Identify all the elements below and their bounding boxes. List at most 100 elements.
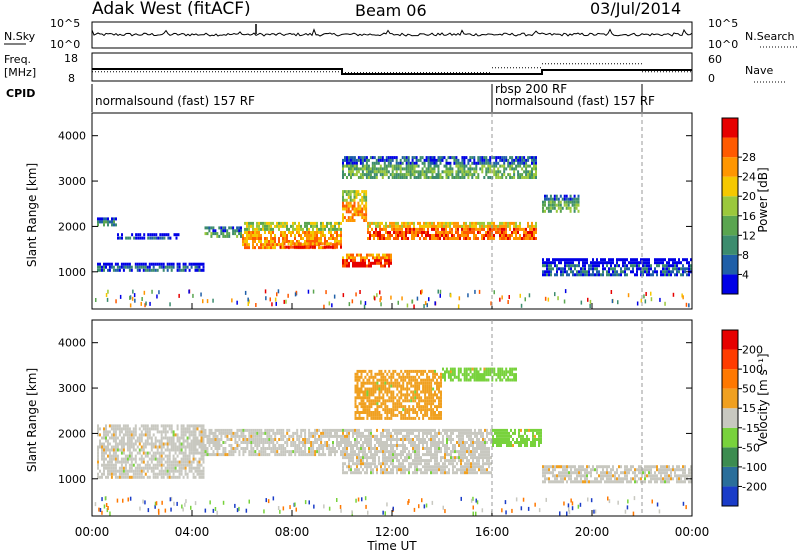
echo-cell (414, 450, 416, 454)
echo-cell (192, 454, 195, 458)
echo-cell (556, 264, 558, 268)
echo-cell (380, 375, 383, 379)
echo-cell (361, 198, 364, 202)
echo-cell (626, 267, 628, 271)
echo-cell (475, 221, 477, 225)
echo-cell (481, 161, 484, 165)
echo-cell (424, 462, 426, 466)
echo-cell (268, 434, 271, 438)
echo-cell (582, 273, 584, 277)
echo-cell (572, 261, 574, 265)
echo-cell (262, 246, 264, 250)
echo-cell (384, 416, 387, 420)
echo-cell (398, 399, 401, 403)
echo-cell (216, 450, 219, 454)
echo-cell (218, 444, 221, 447)
echo-cell (150, 469, 153, 473)
echo-cell (101, 220, 103, 224)
echo-cell (521, 158, 524, 162)
echo-cell (377, 231, 379, 234)
echo-cell (547, 203, 550, 207)
echo-cell (439, 224, 441, 228)
echo-cell (260, 240, 262, 243)
echo-cell (473, 224, 475, 228)
echo-cell (380, 372, 383, 376)
echo-cell (468, 459, 470, 463)
echo-cell (565, 203, 568, 207)
echo-cell (513, 224, 515, 228)
echo-cell (452, 462, 454, 466)
echo-cell (248, 224, 250, 228)
echo-cell (214, 441, 217, 444)
echo-cell (389, 221, 391, 225)
echo-cell (252, 224, 254, 228)
echo-cell (146, 469, 149, 473)
echo-cell (428, 465, 430, 469)
colorbar-tick-label: 20 (742, 190, 756, 203)
echo-cell (196, 268, 199, 272)
echo-cell (310, 431, 313, 435)
echo-cell (374, 459, 376, 463)
echo-cell (200, 463, 203, 467)
echo-cell (422, 444, 424, 447)
echo-cell (676, 273, 678, 277)
echo-cell (224, 226, 227, 230)
echo-cell (551, 203, 554, 207)
echo-cell (467, 158, 470, 162)
echo-cell (274, 234, 276, 237)
echo-cell (368, 413, 371, 417)
echo-cell (374, 434, 376, 438)
echo-cell (351, 213, 354, 217)
echo-cell (178, 268, 181, 272)
echo-cell (342, 167, 344, 171)
echo-cell (246, 240, 248, 243)
echo-cell (152, 454, 155, 458)
echo-cell (252, 447, 255, 450)
echo-cell (312, 240, 314, 243)
echo-speckle (133, 293, 136, 298)
echo-cell (624, 258, 626, 262)
echo-cell (465, 156, 468, 160)
echo-cell (465, 224, 467, 228)
echo-cell (292, 224, 294, 228)
echo-cell (382, 456, 384, 460)
echo-cell (361, 158, 364, 162)
echo-cell (366, 264, 368, 268)
echo-cell (461, 158, 464, 162)
echo-cell (503, 237, 505, 240)
echo-cell (396, 431, 398, 435)
echo-cell (442, 456, 444, 460)
echo-cell (103, 472, 105, 476)
echo-cell (690, 264, 692, 268)
echo-cell (614, 270, 616, 274)
echo-cell (519, 164, 522, 168)
noise-right-label: N.Search (745, 30, 795, 43)
echo-cell (527, 231, 529, 234)
echo-cell (474, 447, 476, 450)
echo-cell (242, 243, 244, 247)
echo-cell (196, 436, 199, 440)
echo-cell (340, 243, 342, 247)
echo-cell (132, 436, 135, 440)
echo-cell (414, 399, 417, 403)
echo-cell (316, 441, 319, 444)
echo-cell (364, 471, 366, 475)
echo-cell (304, 434, 307, 438)
echo-cell (375, 167, 378, 171)
echo-cell (656, 270, 658, 274)
echo-cell (550, 267, 552, 271)
echo-cell (517, 176, 520, 179)
echo-cell (353, 167, 356, 171)
echo-cell (638, 261, 640, 265)
echo-cell (425, 176, 428, 179)
echo-cell (114, 445, 117, 449)
echo-cell (280, 438, 283, 441)
colorbar-tick-label: 28 (742, 151, 756, 164)
echo-cell (408, 413, 411, 417)
echo-cell (97, 265, 99, 269)
echo-cell (366, 408, 369, 412)
echo-cell (375, 221, 377, 225)
echo-cell (160, 454, 163, 458)
echo-cell (364, 434, 366, 438)
echo-cell (388, 450, 390, 454)
